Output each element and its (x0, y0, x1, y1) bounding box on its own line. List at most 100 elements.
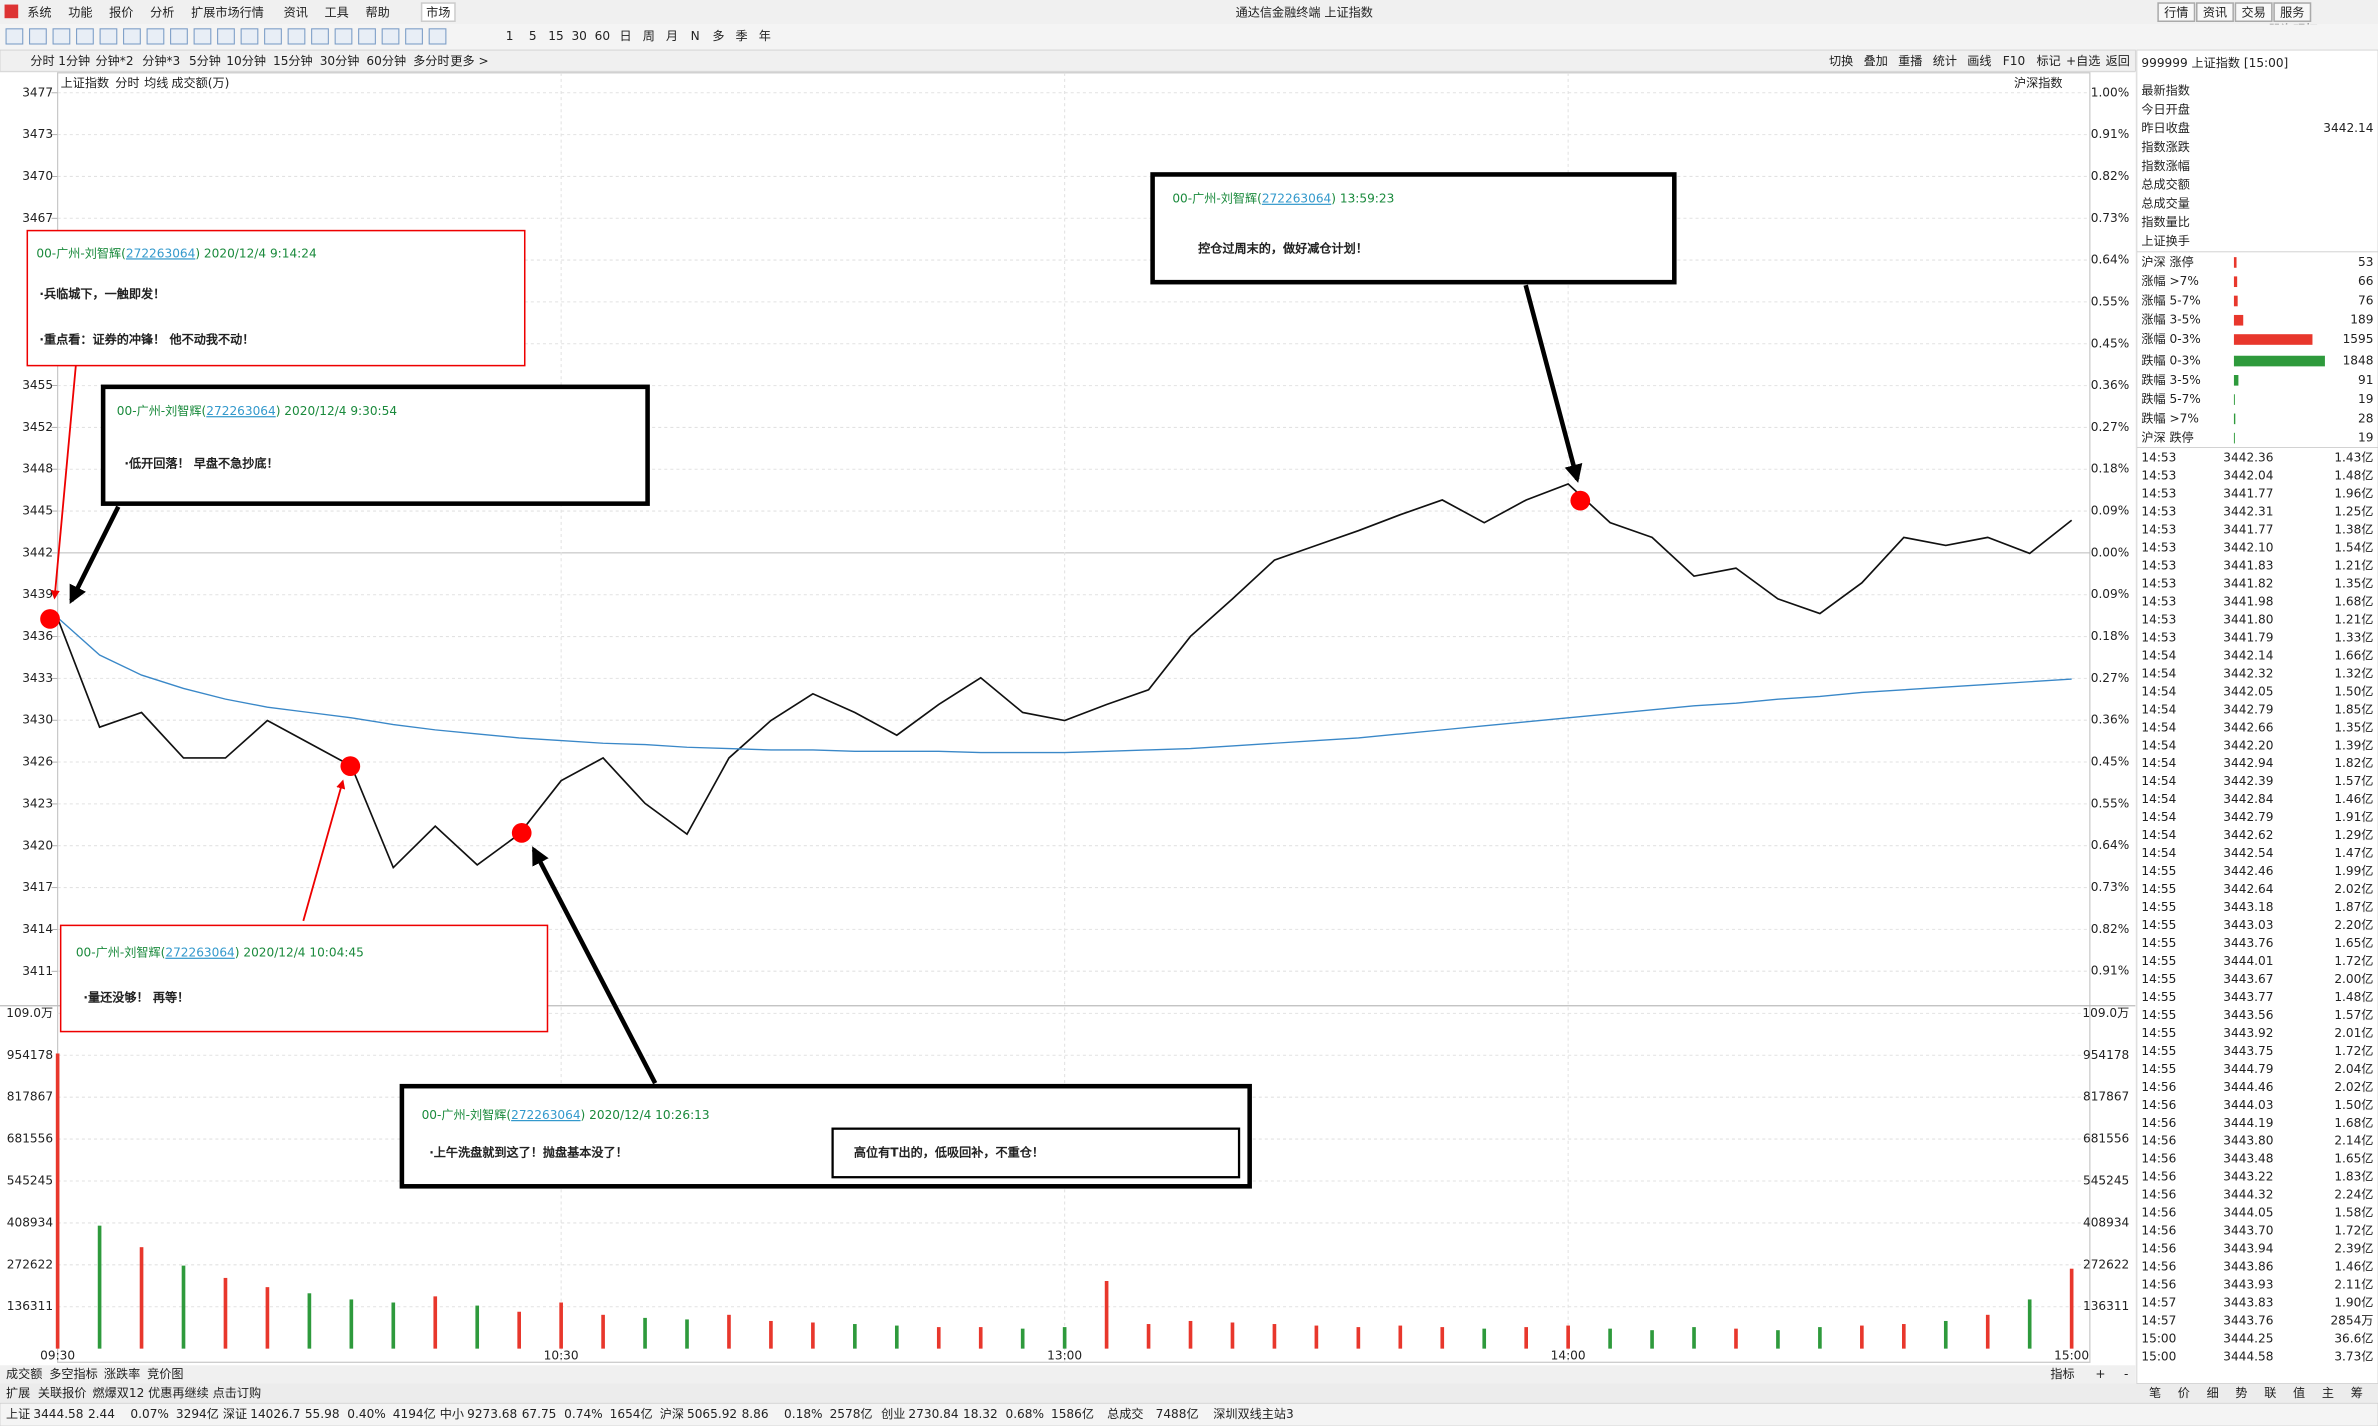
menu-item[interactable]: 工具 (325, 5, 349, 19)
period-tab[interactable]: 分时 (30, 54, 54, 68)
menu-item[interactable]: 功能 (68, 5, 92, 19)
side-tab[interactable]: 值 (2293, 1385, 2305, 1400)
menu-right[interactable]: 服务 (2280, 4, 2304, 19)
period-button[interactable]: 季 (736, 29, 748, 43)
indicator-tool[interactable]: - (2124, 1367, 2128, 1381)
menu-item[interactable]: 帮助 (365, 5, 389, 19)
indicator-tab[interactable]: 成交额 (6, 1366, 42, 1381)
tool-icon[interactable] (334, 28, 353, 45)
tool-icon[interactable] (311, 28, 329, 45)
period-button[interactable]: 60 (595, 29, 610, 43)
chart-tool[interactable]: 重播 (1898, 54, 1922, 68)
indicator-tool[interactable]: 指标 (2050, 1366, 2074, 1381)
trade-time: 14:57 (2141, 1314, 2176, 1328)
status-name: 上证 (6, 1407, 30, 1421)
period-button[interactable]: 日 (620, 29, 632, 43)
period-button[interactable]: 30 (571, 29, 586, 43)
tool-icon[interactable] (405, 28, 423, 45)
tool-icon[interactable] (381, 28, 400, 45)
trade-amount: 1.48亿 (2334, 989, 2373, 1004)
ext-item[interactable]: 扩展 (6, 1386, 30, 1400)
period-tab[interactable]: 15分钟 (273, 53, 313, 68)
tool-icon[interactable] (123, 28, 141, 45)
menu-right-box[interactable] (2273, 2, 2312, 22)
chart-tool[interactable]: 返回 (2106, 54, 2130, 68)
annotation-id[interactable]: 272263064 (165, 945, 235, 959)
menu-item[interactable]: 报价 (109, 4, 133, 19)
tool-icon[interactable] (217, 28, 235, 45)
side-tab[interactable]: 价 (2178, 1386, 2190, 1400)
tool-icon[interactable] (240, 28, 259, 45)
chart-tool[interactable]: 切换 (1829, 54, 1853, 68)
chart-tool[interactable]: F10 (2003, 54, 2025, 68)
period-tab[interactable]: 30分钟 (320, 53, 360, 68)
side-tab[interactable]: 笔 (2149, 1385, 2161, 1400)
menu-right[interactable]: 资讯 (2203, 5, 2227, 19)
tool-icon[interactable] (170, 28, 188, 45)
tool-icon[interactable] (428, 28, 447, 45)
trade-amount: 1.29亿 (2334, 827, 2373, 842)
trade-amount: 1.43亿 (2334, 450, 2373, 465)
period-button[interactable]: 1 (506, 29, 514, 43)
menu-item[interactable]: 扩展市场行情 (191, 4, 264, 19)
chart-tool[interactable]: 标记 (2036, 54, 2060, 68)
side-tab[interactable]: 联 (2264, 1386, 2276, 1400)
annotation-id[interactable]: 272263064 (511, 1108, 581, 1122)
annotation-dot (511, 822, 532, 843)
period-button[interactable]: 年 (759, 29, 771, 43)
menu-right-box[interactable] (2196, 2, 2234, 22)
period-button[interactable]: 月 (666, 29, 678, 43)
menu-right[interactable]: 行情 (2164, 5, 2188, 19)
annotation-id[interactable]: 272263064 (1262, 191, 1332, 205)
chart-tool[interactable]: 叠加 (1864, 54, 1888, 68)
menu-right[interactable]: 交易 (2242, 4, 2266, 19)
tool-icon[interactable] (287, 28, 306, 45)
indicator-tab[interactable]: 竞价图 (147, 1367, 183, 1381)
side-tab[interactable]: 细 (2207, 1386, 2219, 1400)
tool-icon[interactable] (29, 28, 47, 45)
side-tab[interactable]: 筹 (2351, 1386, 2363, 1400)
tool-icon[interactable] (264, 28, 282, 45)
period-tab[interactable]: 5分钟 (189, 53, 221, 68)
indicator-tool[interactable]: + (2095, 1367, 2105, 1381)
annotation-id[interactable]: 272263064 (206, 404, 276, 418)
tool-icon[interactable] (99, 28, 118, 45)
period-tab[interactable]: 1分钟 (58, 53, 90, 68)
period-tab[interactable]: 分钟*2 (96, 53, 134, 68)
menu-right-box[interactable] (2157, 2, 2196, 22)
period-tab[interactable]: 60分钟 (366, 53, 406, 68)
period-tab[interactable]: 更多 > (450, 54, 488, 68)
menu-item[interactable]: 系统 (27, 5, 51, 19)
period-button[interactable]: 15 (548, 29, 563, 43)
period-button[interactable]: 5 (529, 29, 537, 43)
chart-tool[interactable]: +自选 (2066, 54, 2100, 68)
period-tab[interactable]: 10分钟 (226, 53, 266, 68)
tool-icon[interactable] (52, 28, 71, 45)
ext-item[interactable]: 关联报价 (38, 1385, 87, 1400)
side-tab[interactable]: 势 (2235, 1386, 2247, 1400)
side-tab[interactable]: 主 (2322, 1386, 2334, 1400)
period-button[interactable]: 周 (643, 29, 655, 43)
indicator-tab[interactable]: 多空指标 (49, 1366, 98, 1381)
period-button[interactable]: 多 (712, 29, 724, 43)
annotation-arrow (531, 846, 658, 1085)
tool-icon[interactable] (5, 28, 24, 45)
trade-time: 14:55 (2141, 864, 2176, 878)
tool-icon[interactable] (193, 28, 212, 45)
tool-icon[interactable] (76, 28, 94, 45)
period-tab[interactable]: 多分时 (413, 54, 449, 68)
chart-tool[interactable]: 统计 (1933, 54, 1957, 68)
menu-item[interactable]: 资讯 (284, 5, 308, 19)
period-tab[interactable]: 分钟*3 (142, 53, 180, 68)
ext-item[interactable]: 燃爆双12 优惠再继续 点击订购 (93, 1385, 262, 1400)
menu-active[interactable]: 市场 (426, 4, 450, 19)
indicator-tab[interactable]: 涨跌率 (104, 1366, 140, 1381)
period-button[interactable]: N (691, 29, 700, 43)
tool-icon[interactable] (146, 28, 165, 45)
chart-tool[interactable]: 画线 (1967, 54, 1991, 68)
tool-icon[interactable] (358, 28, 376, 45)
annotation-id[interactable]: 272263064 (126, 246, 196, 260)
menu-item[interactable]: 分析 (150, 5, 174, 19)
volume-bar (1482, 1328, 1487, 1349)
menu-right-box[interactable] (2234, 2, 2273, 22)
